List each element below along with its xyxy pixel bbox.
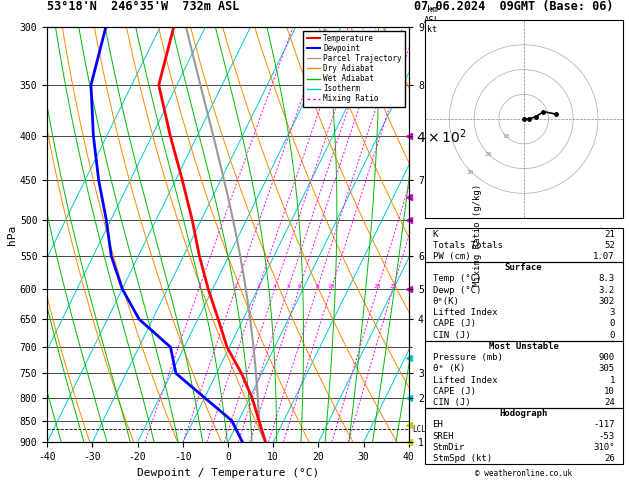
Text: 26: 26: [604, 454, 615, 463]
Text: km
ASL: km ASL: [425, 5, 440, 25]
Text: θᵉ (K): θᵉ (K): [433, 364, 465, 373]
Text: 20: 20: [374, 284, 381, 289]
Text: 5: 5: [286, 284, 290, 289]
Text: K: K: [433, 229, 438, 239]
Text: CAPE (J): CAPE (J): [433, 319, 476, 329]
Text: kt: kt: [427, 25, 437, 34]
Text: 0: 0: [610, 330, 615, 340]
Text: 2: 2: [233, 284, 237, 289]
Text: Lifted Index: Lifted Index: [433, 376, 497, 384]
Text: 8.3: 8.3: [599, 275, 615, 283]
Bar: [425, 341, 623, 408]
Text: Dewp (°C): Dewp (°C): [433, 286, 481, 295]
Text: 30: 30: [466, 170, 474, 175]
Y-axis label: hPa: hPa: [7, 225, 17, 244]
Text: 302: 302: [599, 297, 615, 306]
Text: LCL: LCL: [413, 425, 426, 434]
Text: 21: 21: [604, 229, 615, 239]
Bar: [425, 228, 623, 262]
Text: CIN (J): CIN (J): [433, 330, 470, 340]
Text: 52: 52: [604, 241, 615, 250]
Text: 24: 24: [604, 398, 615, 407]
Text: 3: 3: [610, 308, 615, 317]
Y-axis label: Mixing Ratio (g/kg): Mixing Ratio (g/kg): [473, 183, 482, 286]
Text: Pressure (mb): Pressure (mb): [433, 353, 503, 362]
Text: 07.06.2024  09GMT (Base: 06): 07.06.2024 09GMT (Base: 06): [414, 0, 613, 13]
Text: Surface: Surface: [505, 263, 542, 272]
Text: CIN (J): CIN (J): [433, 398, 470, 407]
Text: StmSpd (kt): StmSpd (kt): [433, 454, 492, 463]
Text: 25: 25: [389, 284, 397, 289]
Text: 310°: 310°: [593, 443, 615, 452]
Text: θᵉ(K): θᵉ(K): [433, 297, 459, 306]
Text: Hodograph: Hodograph: [499, 409, 548, 418]
Text: Lifted Index: Lifted Index: [433, 308, 497, 317]
Text: 3.2: 3.2: [599, 286, 615, 295]
Text: Most Unstable: Most Unstable: [489, 342, 559, 351]
Text: 1.07: 1.07: [593, 252, 615, 261]
Text: 20: 20: [484, 152, 492, 157]
Text: 3: 3: [256, 284, 260, 289]
Legend: Temperature, Dewpoint, Parcel Trajectory, Dry Adiabat, Wet Adiabat, Isotherm, Mi: Temperature, Dewpoint, Parcel Trajectory…: [303, 31, 405, 106]
Text: 0: 0: [610, 319, 615, 329]
Text: Totals Totals: Totals Totals: [433, 241, 503, 250]
Text: -117: -117: [593, 420, 615, 430]
Text: StmDir: StmDir: [433, 443, 465, 452]
Text: 53°18'N  246°35'W  732m ASL: 53°18'N 246°35'W 732m ASL: [47, 0, 240, 13]
Text: 10: 10: [328, 284, 335, 289]
Text: © weatheronline.co.uk: © weatheronline.co.uk: [475, 469, 572, 478]
Text: 10: 10: [502, 135, 509, 139]
Bar: [425, 262, 623, 341]
Text: 305: 305: [599, 364, 615, 373]
Text: 1: 1: [610, 376, 615, 384]
Text: SREH: SREH: [433, 432, 454, 441]
Text: 4: 4: [273, 284, 277, 289]
Text: CAPE (J): CAPE (J): [433, 387, 476, 396]
Text: 900: 900: [599, 353, 615, 362]
Text: EH: EH: [433, 420, 443, 430]
Text: 10: 10: [604, 387, 615, 396]
Text: -53: -53: [599, 432, 615, 441]
X-axis label: Dewpoint / Temperature (°C): Dewpoint / Temperature (°C): [137, 468, 319, 478]
Text: Temp (°C): Temp (°C): [433, 275, 481, 283]
Text: PW (cm): PW (cm): [433, 252, 470, 261]
Text: 6: 6: [298, 284, 301, 289]
Text: 1: 1: [197, 284, 201, 289]
Bar: [425, 408, 623, 464]
Text: 8: 8: [315, 284, 319, 289]
